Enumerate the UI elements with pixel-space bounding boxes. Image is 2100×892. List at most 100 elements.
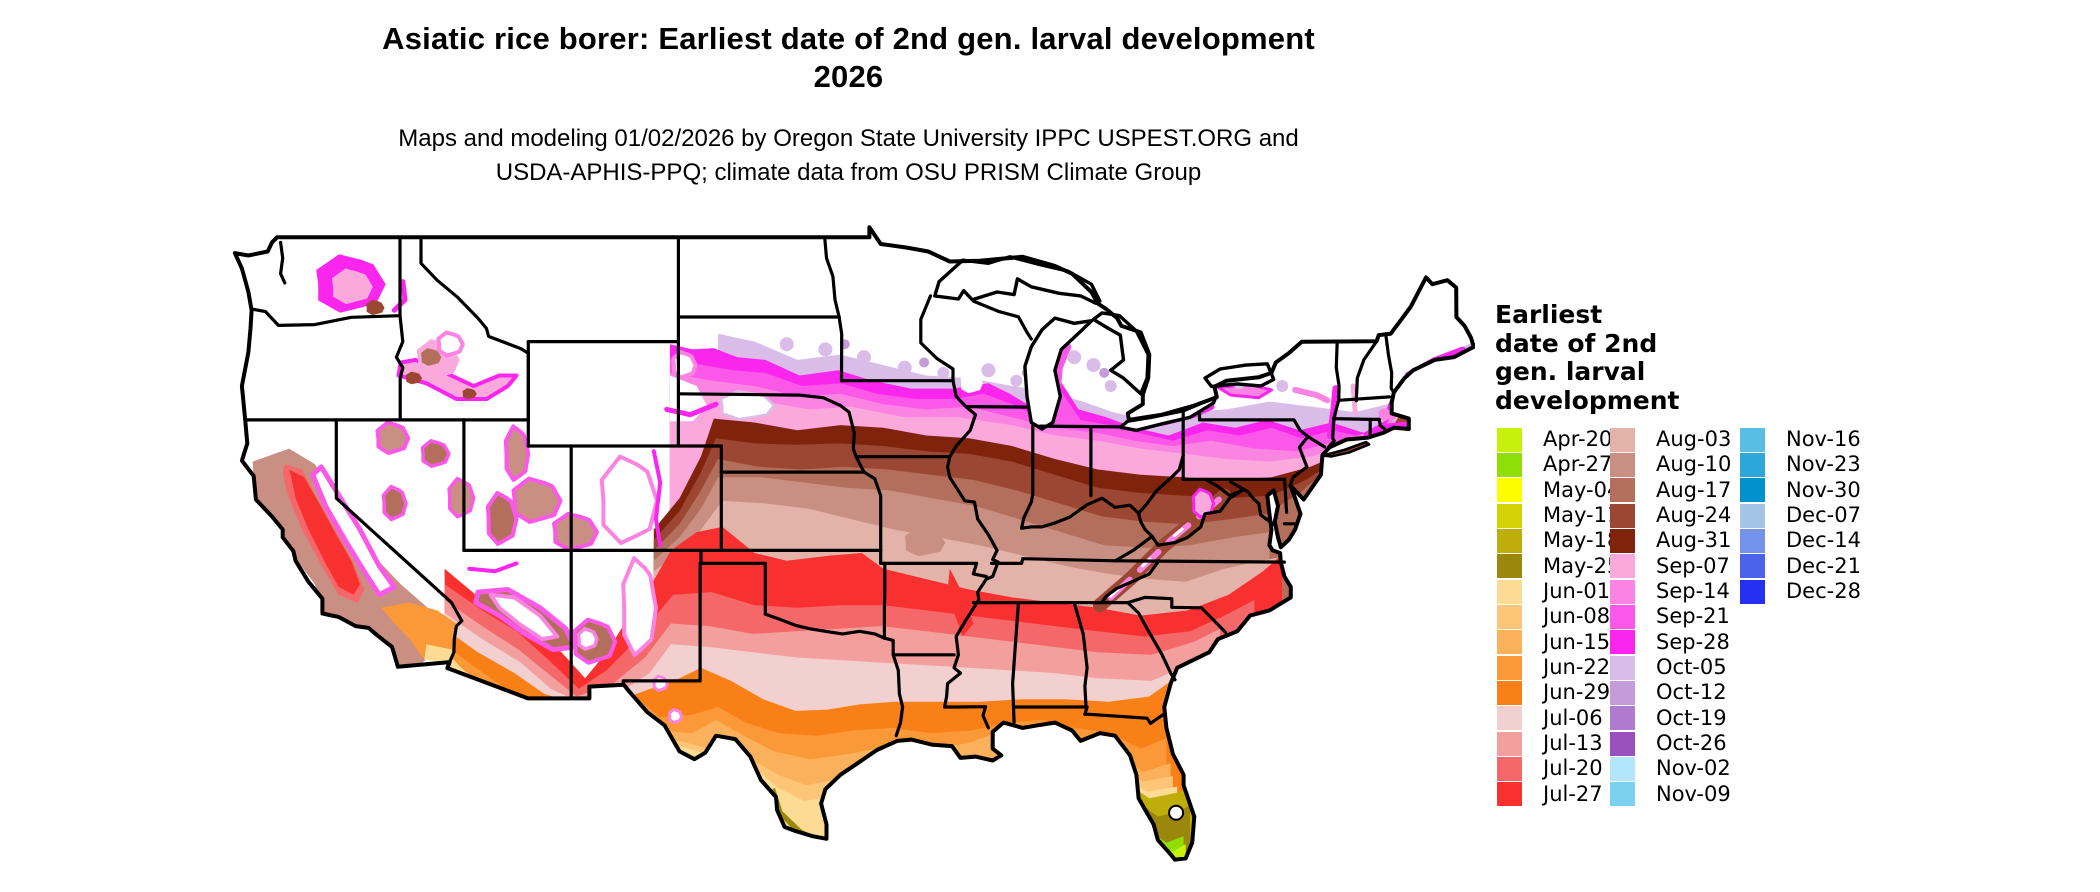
legend-swatch bbox=[1610, 478, 1635, 503]
legend-label: May-11 bbox=[1543, 503, 1621, 528]
legend-label: Jun-15 bbox=[1543, 629, 1611, 654]
legend-swatch bbox=[1497, 478, 1522, 503]
legend-item: Nov-02 bbox=[1610, 756, 1740, 781]
legend-swatch bbox=[1610, 680, 1635, 705]
legend-item: Aug-10 bbox=[1610, 452, 1740, 477]
legend-label: Oct-05 bbox=[1656, 655, 1727, 680]
legend-label: May-25 bbox=[1543, 553, 1621, 578]
legend-swatch bbox=[1497, 782, 1522, 807]
legend-swatch bbox=[1610, 630, 1635, 655]
legend-label: Aug-10 bbox=[1656, 452, 1732, 477]
legend-swatch bbox=[1497, 731, 1522, 756]
legend-label: Nov-02 bbox=[1656, 756, 1731, 781]
map-title-line2: 2026 bbox=[813, 59, 884, 94]
legend-item: May-11 bbox=[1497, 503, 1620, 528]
legend-label: Jul-27 bbox=[1543, 781, 1603, 806]
legend-item: Sep-28 bbox=[1610, 630, 1740, 655]
legend-label: Jun-22 bbox=[1543, 655, 1611, 680]
legend-label: Sep-14 bbox=[1656, 579, 1730, 604]
legend-label: Oct-12 bbox=[1656, 680, 1727, 705]
legend-swatch bbox=[1610, 452, 1635, 477]
legend-title-line: gen. larval bbox=[1495, 357, 1646, 386]
legend-swatch bbox=[1497, 680, 1522, 705]
legend-swatch bbox=[1497, 554, 1522, 579]
legend-item: Oct-12 bbox=[1610, 680, 1740, 705]
map-subtitle: Maps and modeling 01/02/2026 by Oregon S… bbox=[0, 122, 1697, 190]
legend: Earliest date of 2nd gen. larval developmen… bbox=[1495, 300, 1861, 807]
legend-column: Nov-16 Nov-23 Nov-30 Dec-07 Dec-14 Dec-21 Dec-… bbox=[1740, 427, 1861, 807]
legend-item: May-04 bbox=[1497, 478, 1620, 503]
legend-swatch bbox=[1610, 604, 1635, 629]
legend-label: Jun-29 bbox=[1543, 680, 1611, 705]
legend-item: Aug-24 bbox=[1610, 503, 1740, 528]
legend-item: Aug-03 bbox=[1610, 427, 1740, 452]
legend-swatch bbox=[1497, 427, 1522, 452]
legend-column: Apr-20 Apr-27 May-04 May-11 May-18 May-25 Jun-… bbox=[1497, 427, 1620, 807]
legend-label: May-04 bbox=[1543, 477, 1621, 502]
legend-swatch bbox=[1497, 706, 1522, 731]
legend-swatch bbox=[1497, 655, 1522, 680]
legend-label: Dec-28 bbox=[1786, 579, 1861, 604]
legend-swatch bbox=[1610, 427, 1635, 452]
legend-item: Sep-21 bbox=[1610, 604, 1740, 629]
legend-swatch bbox=[1497, 756, 1522, 781]
legend-item: Dec-07 bbox=[1740, 503, 1861, 528]
legend-label: Jun-01 bbox=[1543, 579, 1611, 604]
legend-item: Jun-08 bbox=[1497, 604, 1610, 629]
legend-label: Oct-26 bbox=[1656, 731, 1727, 756]
legend-item: Sep-14 bbox=[1610, 579, 1740, 604]
legend-label: Sep-07 bbox=[1656, 553, 1730, 578]
legend-item: May-18 bbox=[1497, 528, 1620, 553]
legend-swatch bbox=[1497, 604, 1522, 629]
legend-item: Jul-13 bbox=[1497, 731, 1610, 756]
legend-column: Aug-03 Aug-10 Aug-17 Aug-24 Aug-31 Sep-07 Sep-… bbox=[1610, 427, 1740, 807]
legend-swatch bbox=[1740, 452, 1765, 477]
us-choropleth-map bbox=[232, 225, 1475, 862]
legend-label: Apr-27 bbox=[1543, 452, 1613, 477]
legend-swatch bbox=[1497, 503, 1522, 528]
legend-item: Sep-07 bbox=[1610, 554, 1740, 579]
legend-label: Nov-09 bbox=[1656, 781, 1731, 806]
header: Asiatic rice borer: Earliest date of 2nd… bbox=[0, 20, 1697, 190]
legend-item: Apr-20 bbox=[1497, 427, 1613, 452]
legend-label: Dec-14 bbox=[1786, 528, 1861, 553]
legend-item: Jun-15 bbox=[1497, 630, 1610, 655]
legend-label: Sep-28 bbox=[1656, 629, 1730, 654]
map-subtitle-line1: Maps and modeling 01/02/2026 by Oregon S… bbox=[398, 125, 1299, 152]
legend-title: Earliest date of 2nd gen. larval developmen… bbox=[1495, 300, 1680, 415]
legend-swatch bbox=[1497, 579, 1522, 604]
legend-item: Dec-14 bbox=[1740, 528, 1861, 553]
legend-label: Dec-21 bbox=[1786, 553, 1861, 578]
legend-item: Oct-19 bbox=[1610, 706, 1740, 731]
legend-swatch bbox=[1610, 579, 1635, 604]
map-subtitle-line2: USDA-APHIS-PPQ; climate data from OSU PR… bbox=[495, 159, 1202, 186]
map-title: Asiatic rice borer: Earliest date of 2nd… bbox=[0, 20, 1697, 96]
legend-item: Jun-29 bbox=[1497, 680, 1610, 705]
legend-item: Nov-16 bbox=[1740, 427, 1861, 452]
legend-swatch bbox=[1740, 554, 1765, 579]
map-title-line1: Asiatic rice borer: Earliest date of 2nd… bbox=[382, 21, 1315, 56]
legend-item: Aug-17 bbox=[1610, 478, 1740, 503]
legend-swatch bbox=[1610, 554, 1635, 579]
legend-label: Jul-13 bbox=[1543, 731, 1603, 756]
legend-swatch bbox=[1610, 706, 1635, 731]
legend-swatch bbox=[1740, 427, 1765, 452]
legend-item: Nov-30 bbox=[1740, 478, 1861, 503]
legend-label: Dec-07 bbox=[1786, 503, 1861, 528]
legend-label: Sep-21 bbox=[1656, 604, 1730, 629]
legend-item: Jul-06 bbox=[1497, 706, 1610, 731]
legend-swatch bbox=[1497, 630, 1522, 655]
legend-label: Apr-20 bbox=[1543, 427, 1613, 452]
legend-columns: Apr-20 Apr-27 May-04 May-11 May-18 May-25 Jun-… bbox=[1497, 427, 1861, 807]
legend-title-line: development bbox=[1495, 385, 1680, 415]
legend-label: Aug-24 bbox=[1656, 503, 1732, 528]
legend-label: Aug-17 bbox=[1656, 477, 1732, 502]
legend-label: Aug-03 bbox=[1656, 427, 1732, 452]
legend-label: Oct-19 bbox=[1656, 705, 1727, 730]
legend-label: Jun-08 bbox=[1543, 604, 1611, 629]
legend-item: Nov-23 bbox=[1740, 452, 1861, 477]
legend-swatch bbox=[1610, 756, 1635, 781]
legend-swatch bbox=[1610, 503, 1635, 528]
legend-swatch bbox=[1610, 528, 1635, 553]
